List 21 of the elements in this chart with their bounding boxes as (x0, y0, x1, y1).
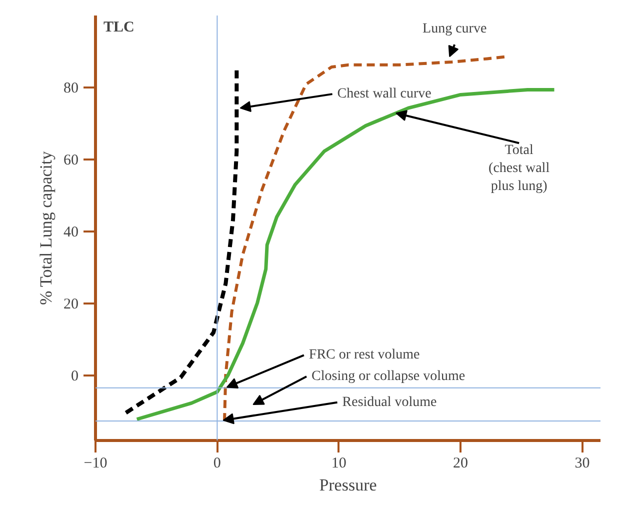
x-tick-label: 10 (331, 456, 346, 472)
y-tick-label: 0 (71, 368, 78, 385)
x-tick-label: 0 (213, 456, 221, 472)
y-tick-label: 40 (64, 224, 78, 241)
y-tick-label: 60 (64, 152, 78, 169)
annotation: FRC or rest volume (308, 348, 420, 363)
x-tick-label: −10 (84, 456, 108, 472)
x-axis-title: Pressure (319, 476, 377, 494)
line-series (135, 88, 556, 421)
y-tick-label: 80 (64, 80, 78, 97)
annotation: Total (chest wall plus lung) (488, 143, 550, 194)
line-series (124, 68, 239, 415)
x-tick-label: 20 (453, 456, 468, 472)
annotation: Lung curve (422, 22, 487, 37)
x-tick-label: 30 (574, 456, 590, 472)
annotation: Chest wall curve (337, 86, 432, 102)
annotation: Residual volume (342, 394, 437, 410)
y-axis-title: % Total Lung capacity (36, 150, 56, 306)
annotation: Closing or collapse volume (312, 368, 466, 384)
annotation: TLC (104, 20, 134, 36)
y-tick-label: 20 (64, 296, 78, 313)
